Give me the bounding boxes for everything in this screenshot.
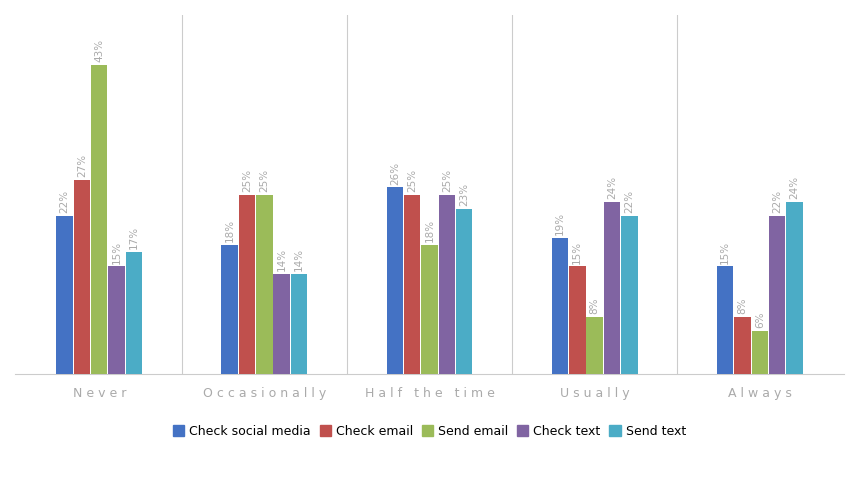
Text: 22%: 22% <box>59 190 70 213</box>
Bar <box>57 216 73 374</box>
Text: 22%: 22% <box>624 190 634 213</box>
Bar <box>752 331 768 374</box>
Text: 23%: 23% <box>460 183 469 206</box>
Bar <box>551 238 568 374</box>
Bar <box>769 216 785 374</box>
Legend: Check social media, Check email, Send email, Check text, Send text: Check social media, Check email, Send em… <box>168 420 691 443</box>
Text: 25%: 25% <box>259 169 270 192</box>
Bar <box>222 245 238 374</box>
Text: 27%: 27% <box>77 154 87 177</box>
Text: 19%: 19% <box>555 212 565 235</box>
Bar <box>439 195 455 374</box>
Text: 25%: 25% <box>407 169 417 192</box>
Bar <box>404 195 420 374</box>
Bar <box>456 209 472 374</box>
Text: 15%: 15% <box>572 241 582 263</box>
Text: 15%: 15% <box>112 241 122 263</box>
Bar <box>621 216 637 374</box>
Bar <box>273 274 290 374</box>
Bar <box>108 266 125 374</box>
Bar <box>91 65 107 374</box>
Text: 14%: 14% <box>294 248 304 271</box>
Bar <box>125 252 142 374</box>
Text: 25%: 25% <box>442 169 452 192</box>
Text: 24%: 24% <box>789 176 800 199</box>
Bar <box>421 245 438 374</box>
Bar <box>239 195 255 374</box>
Bar <box>74 180 90 374</box>
Bar <box>569 266 586 374</box>
Bar <box>587 317 603 374</box>
Text: 22%: 22% <box>772 190 782 213</box>
Bar <box>387 188 403 374</box>
Text: 25%: 25% <box>242 169 252 192</box>
Bar <box>717 266 734 374</box>
Text: 18%: 18% <box>225 219 235 242</box>
Text: 17%: 17% <box>129 226 139 249</box>
Text: 8%: 8% <box>737 297 747 314</box>
Bar <box>786 202 802 374</box>
Text: 14%: 14% <box>277 248 287 271</box>
Text: 26%: 26% <box>390 161 399 185</box>
Bar <box>291 274 308 374</box>
Text: 24%: 24% <box>607 176 617 199</box>
Text: 8%: 8% <box>589 297 600 314</box>
Text: 18%: 18% <box>424 219 435 242</box>
Bar <box>734 317 751 374</box>
Text: 43%: 43% <box>94 39 104 62</box>
Text: 6%: 6% <box>755 312 765 328</box>
Text: 15%: 15% <box>720 241 730 263</box>
Bar <box>256 195 272 374</box>
Bar <box>604 202 620 374</box>
